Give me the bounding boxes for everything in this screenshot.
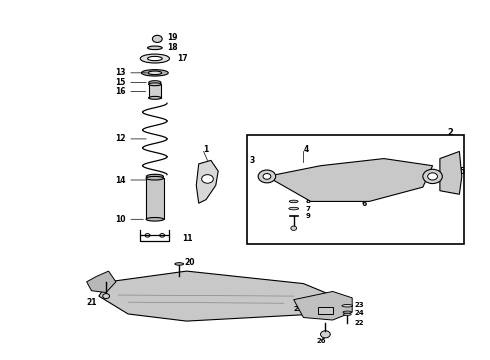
Ellipse shape xyxy=(289,207,298,210)
Ellipse shape xyxy=(343,313,351,315)
Text: 16: 16 xyxy=(115,87,125,96)
Circle shape xyxy=(258,170,276,183)
Text: 19: 19 xyxy=(167,33,177,42)
Text: 22: 22 xyxy=(355,320,364,326)
Circle shape xyxy=(152,35,162,42)
Text: 7: 7 xyxy=(306,206,311,212)
Ellipse shape xyxy=(142,69,168,76)
Bar xyxy=(146,178,164,219)
Ellipse shape xyxy=(175,263,184,265)
Ellipse shape xyxy=(148,71,162,75)
Ellipse shape xyxy=(148,96,161,99)
Ellipse shape xyxy=(149,81,161,84)
Bar xyxy=(318,307,333,314)
Ellipse shape xyxy=(148,83,161,86)
Text: 8: 8 xyxy=(306,198,311,204)
Text: 9: 9 xyxy=(306,213,311,219)
Circle shape xyxy=(291,226,296,230)
Polygon shape xyxy=(294,292,352,320)
Ellipse shape xyxy=(147,174,163,179)
Text: 5: 5 xyxy=(460,167,465,176)
Polygon shape xyxy=(99,271,343,321)
Text: 23: 23 xyxy=(355,302,364,308)
Circle shape xyxy=(145,234,150,237)
Ellipse shape xyxy=(342,305,353,307)
Polygon shape xyxy=(440,152,462,194)
Text: 13: 13 xyxy=(115,68,125,77)
Polygon shape xyxy=(267,158,433,202)
Circle shape xyxy=(428,173,438,180)
Text: 24: 24 xyxy=(355,310,365,316)
Ellipse shape xyxy=(289,200,298,203)
Text: 18: 18 xyxy=(167,43,178,52)
Text: 26: 26 xyxy=(317,338,326,344)
Text: 11: 11 xyxy=(182,234,192,243)
Ellipse shape xyxy=(146,176,164,180)
Circle shape xyxy=(103,294,110,298)
Circle shape xyxy=(263,174,271,179)
Text: 3: 3 xyxy=(250,156,255,165)
Polygon shape xyxy=(196,160,218,203)
Polygon shape xyxy=(87,271,116,293)
Text: 17: 17 xyxy=(177,54,187,63)
Text: 25: 25 xyxy=(294,306,303,312)
Text: 21: 21 xyxy=(87,298,97,307)
Bar xyxy=(148,84,161,98)
Text: 6: 6 xyxy=(362,199,367,208)
Text: 10: 10 xyxy=(115,215,125,224)
Ellipse shape xyxy=(146,217,164,221)
Text: 2: 2 xyxy=(447,128,453,137)
Text: 4: 4 xyxy=(303,145,309,154)
Ellipse shape xyxy=(147,46,162,50)
Ellipse shape xyxy=(343,311,352,313)
Circle shape xyxy=(160,234,165,237)
Bar xyxy=(247,135,464,244)
Circle shape xyxy=(423,169,442,184)
Text: 12: 12 xyxy=(115,134,125,143)
Circle shape xyxy=(320,331,330,338)
Text: 1: 1 xyxy=(203,145,209,154)
Ellipse shape xyxy=(147,57,162,61)
Text: 14: 14 xyxy=(115,176,125,185)
Text: 20: 20 xyxy=(184,258,195,267)
Ellipse shape xyxy=(140,54,170,63)
Circle shape xyxy=(202,175,213,183)
Text: 15: 15 xyxy=(115,78,125,87)
